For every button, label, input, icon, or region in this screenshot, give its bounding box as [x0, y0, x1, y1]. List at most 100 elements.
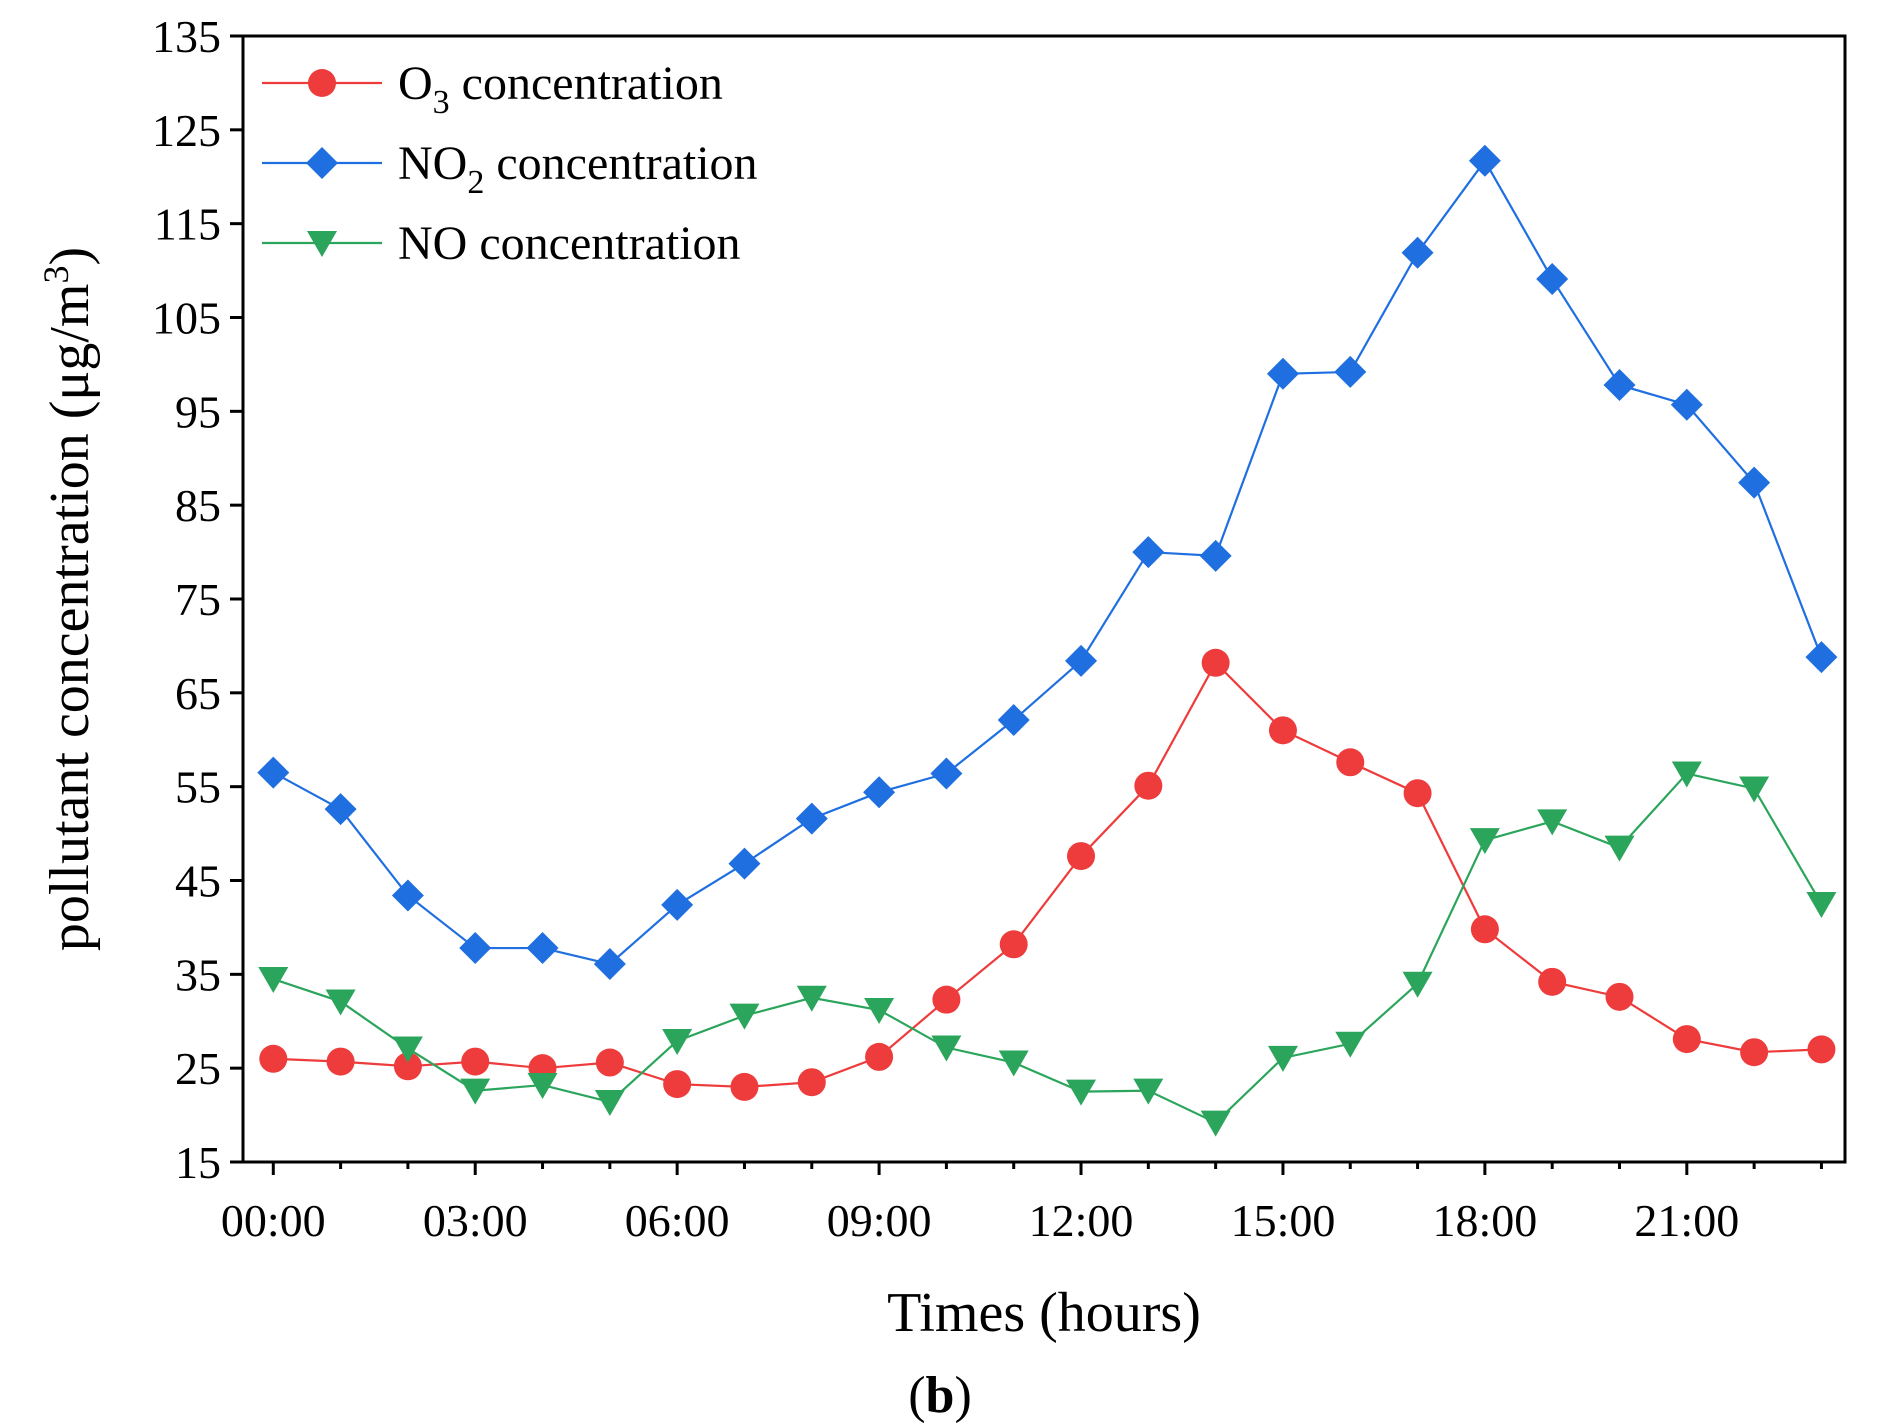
data-point — [1671, 761, 1702, 788]
data-point — [1805, 641, 1838, 674]
legend: O3 concentration NO2 concentration NO conc… — [262, 57, 758, 270]
data-point — [795, 802, 828, 835]
legend-marker — [307, 231, 337, 257]
data-point — [864, 997, 895, 1024]
legend-label: NO concentration — [398, 217, 741, 270]
y-tick-label: 105 — [152, 293, 221, 344]
data-point — [1807, 1035, 1836, 1064]
series-line — [272, 158, 1823, 966]
y-tick-label: 45 — [175, 856, 221, 907]
data-point — [1603, 369, 1636, 402]
y-tick-label: 15 — [175, 1137, 221, 1188]
series-3 — [258, 761, 1837, 1137]
data-point — [1334, 355, 1367, 388]
data-point — [932, 985, 961, 1014]
legend-marker — [308, 69, 336, 97]
data-point — [1336, 748, 1365, 777]
y-tick-label: 65 — [175, 668, 221, 719]
data-point — [1199, 539, 1232, 572]
data-point — [391, 879, 424, 912]
data-point — [930, 757, 963, 790]
legend-entry: NO concentration — [262, 217, 741, 270]
data-point — [594, 1089, 625, 1116]
data-point — [595, 1048, 624, 1077]
y-axis-title: pollutant concentration (μg/m3) — [36, 247, 101, 951]
data-point — [865, 1042, 894, 1071]
data-point — [1806, 891, 1837, 918]
data-point — [1470, 915, 1499, 944]
data-point — [325, 989, 356, 1016]
axis-ticks — [230, 34, 1823, 1175]
data-point — [1335, 1031, 1366, 1058]
data-point — [259, 1044, 288, 1073]
data-point — [392, 1036, 423, 1063]
data-point — [931, 1035, 962, 1062]
caption-letter: b — [926, 1367, 955, 1424]
data-point — [1670, 388, 1703, 421]
caption-close: ) — [954, 1367, 971, 1424]
data-point — [1067, 842, 1096, 871]
legend-label: O3 concentration — [398, 57, 723, 121]
y-axis-title-main: pollutant concentration (μg/m — [39, 284, 101, 952]
data-point — [1538, 967, 1567, 996]
data-point — [1066, 1079, 1097, 1106]
data-point — [1065, 644, 1098, 677]
data-point — [1604, 835, 1635, 862]
data-point — [1537, 809, 1568, 836]
y-tick-label: 25 — [175, 1043, 221, 1094]
data-point — [1536, 263, 1569, 296]
y-tick-label: 75 — [175, 574, 221, 625]
x-tick-label: 21:00 — [1634, 1195, 1739, 1246]
data-point — [1605, 982, 1634, 1011]
axis-tick-labels: 15 25 35 45 55 65 75 85 95 105 115 125 135 00:00 03:00… — [152, 11, 1739, 1246]
data-point — [730, 1072, 759, 1101]
data-point — [1468, 144, 1501, 177]
data-point — [257, 756, 290, 789]
series-layer — [257, 144, 1838, 1137]
figure-caption: (b) — [908, 1367, 972, 1424]
data-point — [258, 967, 289, 994]
data-point — [1738, 466, 1771, 499]
data-point — [393, 1052, 422, 1081]
data-point — [326, 1047, 355, 1076]
y-tick-label: 35 — [175, 949, 221, 1000]
series-line — [273, 660, 1822, 1089]
data-point — [1402, 971, 1433, 998]
y-axis-title-close: ) — [39, 247, 101, 266]
series-2 — [257, 144, 1838, 981]
data-point — [997, 704, 1030, 737]
legend-entry: NO2 concentration — [262, 137, 758, 201]
data-point — [460, 1078, 491, 1105]
x-tick-label: 00:00 — [221, 1195, 326, 1246]
data-point — [863, 776, 896, 809]
data-point — [526, 932, 559, 965]
data-point — [729, 1003, 760, 1030]
data-point — [527, 1073, 558, 1100]
data-point — [1740, 1038, 1769, 1067]
data-point — [324, 793, 357, 826]
data-point — [662, 1028, 693, 1055]
data-point — [459, 932, 492, 965]
data-point — [1672, 1025, 1701, 1054]
x-tick-label: 03:00 — [423, 1195, 528, 1246]
x-tick-label: 09:00 — [827, 1195, 932, 1246]
data-point — [999, 930, 1028, 959]
data-point — [593, 948, 626, 981]
data-point — [1266, 357, 1299, 390]
data-point — [1267, 1045, 1298, 1072]
y-axis-title-superscript: 3 — [36, 266, 76, 284]
x-tick-label: 18:00 — [1432, 1195, 1537, 1246]
legend-label: NO2 concentration — [398, 137, 758, 201]
series-line — [272, 772, 1823, 1124]
y-tick-label: 55 — [175, 762, 221, 813]
data-point — [461, 1047, 490, 1076]
legend-marker — [306, 147, 338, 179]
data-point — [796, 985, 827, 1012]
y-tick-label: 115 — [154, 199, 221, 250]
data-point — [661, 888, 694, 921]
data-point — [728, 847, 761, 880]
y-tick-label: 125 — [152, 105, 221, 156]
data-point — [797, 1068, 826, 1097]
data-point — [1132, 536, 1165, 569]
data-point — [1134, 771, 1163, 800]
